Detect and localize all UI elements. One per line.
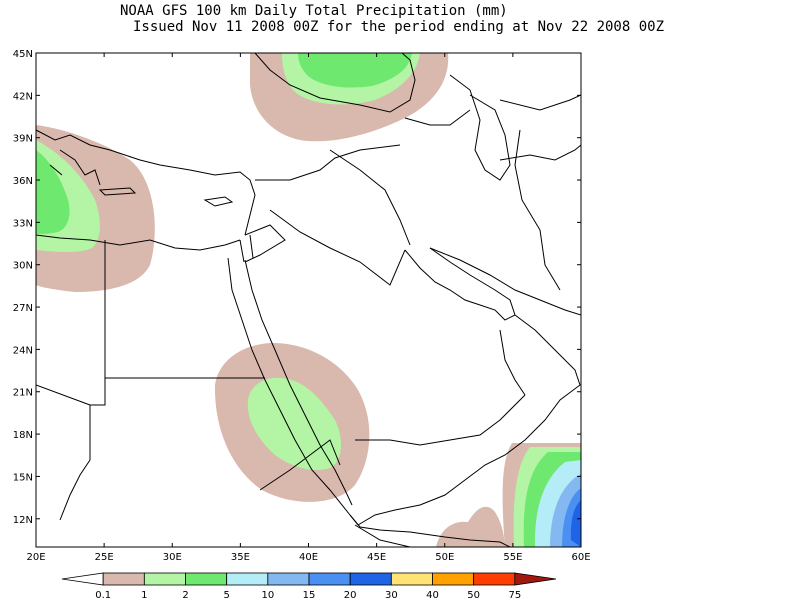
lon-tick-label: 45E — [367, 552, 386, 563]
legend-swatch — [61, 572, 104, 586]
coastline-black-sea — [254, 53, 416, 113]
legend-swatch — [514, 572, 557, 586]
legend-label: 1 — [141, 590, 147, 600]
legend-label: 15 — [303, 590, 316, 600]
lon-tick-label: 40E — [299, 552, 318, 563]
lat-tick-label: 24N — [13, 345, 33, 356]
lon-tick-label: 55E — [503, 552, 522, 563]
legend-swatch — [185, 572, 228, 586]
lat-tick-label: 30N — [13, 261, 33, 272]
lon-tick-label: 20E — [26, 552, 45, 563]
border-jordan — [244, 224, 286, 263]
legend-swatch — [226, 572, 269, 586]
lat-tick-label: 27N — [13, 303, 33, 314]
border-oman — [499, 329, 526, 396]
coastlines-and-borders — [36, 53, 581, 547]
lat-tick-label: 39N — [13, 134, 33, 145]
legend-swatch — [349, 572, 392, 586]
coastline-arabia-south — [357, 314, 581, 526]
legend-label: 30 — [385, 590, 398, 600]
border-chad — [36, 384, 91, 521]
coastline-caspian — [449, 74, 511, 181]
latitude-axis: 45N 42N 39N 36N 33N 30N 27N 24N 21N 18N 15N 12N — [13, 49, 581, 526]
legend-label: 50 — [467, 590, 480, 600]
precipitation-legend: 0.1 1 2 5 10 15 20 30 40 50 75 — [61, 572, 557, 600]
legend-label: 20 — [344, 590, 357, 600]
lon-tick-label: 60E — [571, 552, 590, 563]
lat-tick-label: 12N — [13, 515, 33, 526]
coastline-red-sea-west — [227, 257, 359, 526]
border-libya-sudan — [90, 378, 106, 406]
map-title-line-1: NOAA GFS 100 km Daily Total Precipitatio… — [120, 3, 508, 19]
border-iraq-iran — [329, 149, 411, 246]
border-turkey-syria — [255, 144, 401, 181]
legend-swatch — [308, 572, 351, 586]
legend-label: 2 — [182, 590, 188, 600]
lat-tick-label: 45N — [13, 49, 33, 60]
border-caucasus — [404, 109, 471, 126]
legend-swatch — [267, 572, 310, 586]
coastline-turkey — [139, 159, 256, 236]
lat-tick-label: 36N — [13, 176, 33, 187]
border-ethiopia-somalia — [354, 524, 411, 547]
border-sudan-ethiopia — [259, 439, 341, 491]
coastline-aqaba — [239, 234, 254, 263]
legend-swatch — [143, 572, 186, 586]
lon-tick-label: 35E — [231, 552, 250, 563]
coastline-iran — [429, 247, 581, 316]
border-iran-afghan — [514, 129, 561, 291]
border-saudi-north — [269, 209, 406, 286]
lat-tick-label: 33N — [13, 218, 33, 229]
coastline-persian-gulf — [404, 247, 516, 321]
coastline-red-sea-east — [244, 259, 353, 506]
lat-tick-label: 15N — [13, 472, 33, 483]
legend-swatch — [432, 572, 475, 586]
border-yemen-saudi — [355, 394, 526, 446]
legend-label: 5 — [223, 590, 229, 600]
border-turkmenistan — [499, 144, 581, 161]
lon-tick-label: 30E — [163, 552, 182, 563]
lat-tick-label: 21N — [13, 388, 33, 399]
precip-region-black-sea-high — [298, 53, 412, 88]
legend-label: 10 — [261, 590, 274, 600]
border-central-asia — [499, 94, 581, 111]
legend-swatch — [473, 572, 516, 586]
precip-region-red-sea-mid — [247, 377, 342, 471]
legend-label: 0.1 — [95, 590, 111, 600]
legend-label: 75 — [508, 590, 521, 600]
lat-tick-label: 18N — [13, 430, 33, 441]
lat-tick-label: 42N — [13, 91, 33, 102]
lon-tick-label: 25E — [95, 552, 114, 563]
coastline-greece — [36, 129, 141, 186]
lon-tick-label: 50E — [435, 552, 454, 563]
precip-region-mediterranean-high — [36, 150, 70, 234]
legend-label: 40 — [426, 590, 439, 600]
island-cyprus — [203, 196, 234, 207]
coastline-north-africa — [36, 234, 241, 251]
precipitation-shading — [36, 53, 581, 547]
longitude-axis: 20E 25E 30E 35E 40E 45E 50E 55E 60E — [26, 53, 591, 563]
island-crete — [98, 187, 137, 196]
legend-swatch — [102, 572, 145, 586]
coastline-horn-africa — [349, 514, 511, 547]
map-title-line-2: Issued Nov 11 2008 00Z for the period en… — [133, 19, 665, 35]
precip-region-arabian-sea-30 — [570, 500, 581, 547]
legend-swatch — [390, 572, 433, 586]
